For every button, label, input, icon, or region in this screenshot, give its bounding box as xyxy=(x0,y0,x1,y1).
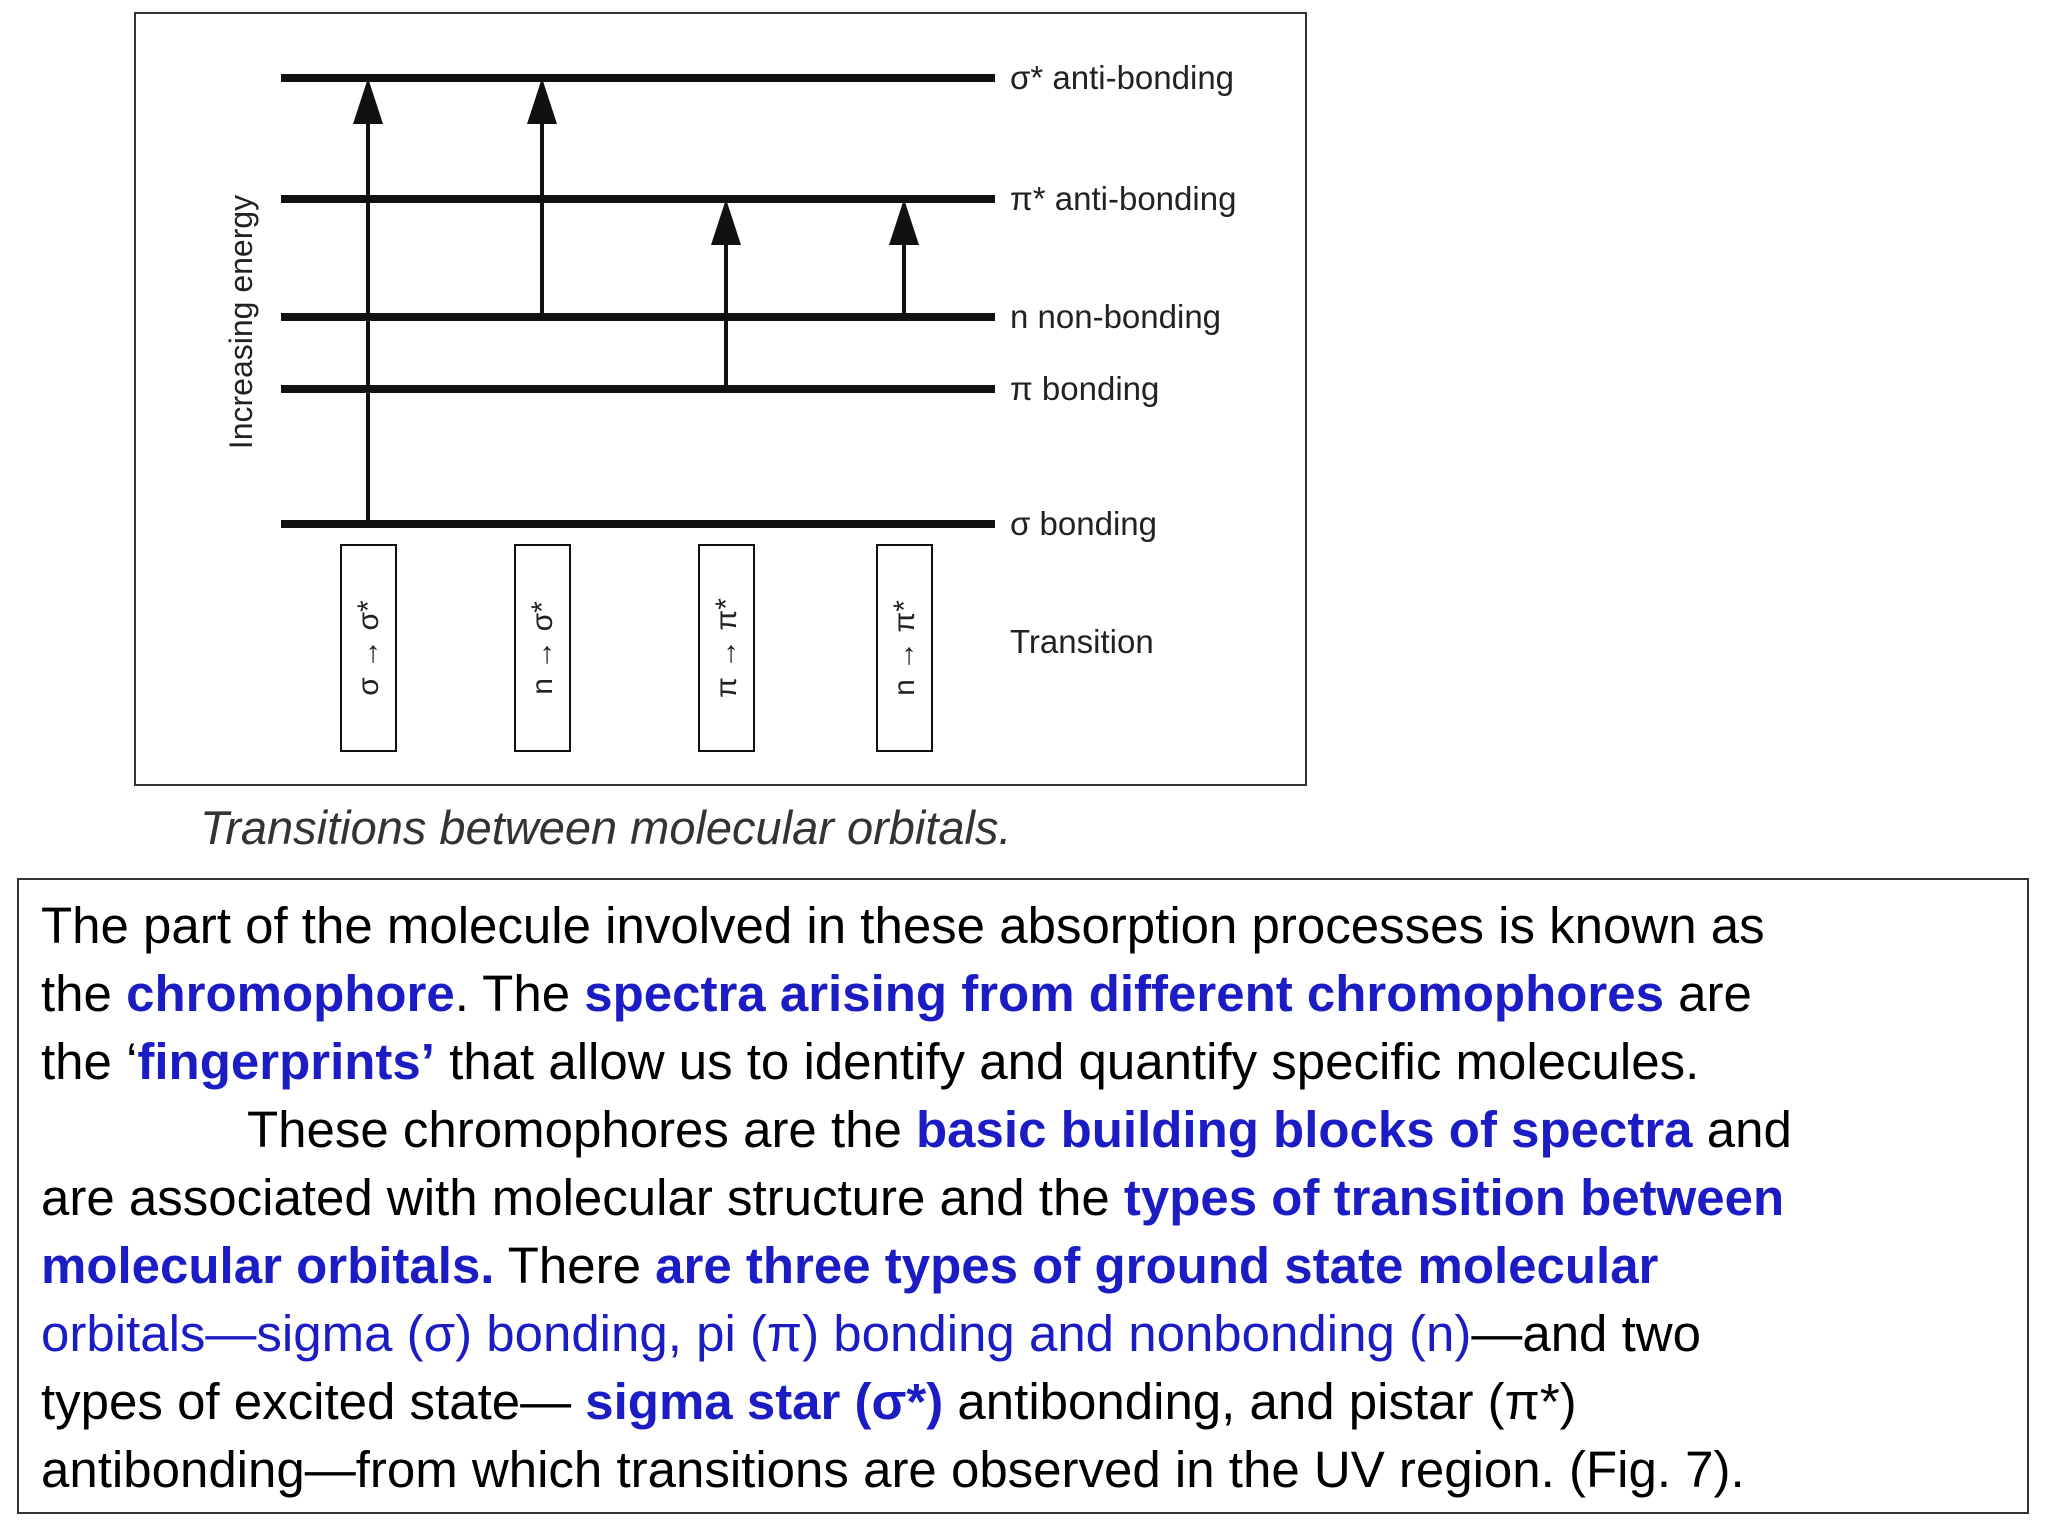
level-label: σ* anti-bonding xyxy=(1010,59,1234,96)
arrow-head xyxy=(527,78,557,124)
text-segment: and xyxy=(1692,1101,1792,1158)
text-line: the chromophore. The spectra arising fro… xyxy=(41,960,1792,1028)
text-line: the ‘fingerprints’ that allow us to iden… xyxy=(41,1028,1792,1096)
arrow-head xyxy=(711,199,741,245)
level-label: n non-bonding xyxy=(1010,298,1221,335)
transition-text: n → σ* xyxy=(526,601,559,695)
transition-text: σ → σ* xyxy=(352,600,385,696)
transition-box xyxy=(340,544,397,752)
level-label: σ bonding xyxy=(1010,505,1157,542)
text-line: orbitals—sigma (σ) bonding, pi (π) bondi… xyxy=(41,1300,1792,1368)
text-segment: basic building blocks of spectra xyxy=(916,1101,1693,1158)
text-segment: sigma star (σ*) xyxy=(585,1373,944,1430)
text-segment: fingerprints’ xyxy=(137,1033,435,1090)
text-segment: types of transition between xyxy=(1123,1169,1785,1226)
text-line: The part of the molecule involved in the… xyxy=(41,892,1792,960)
text-segment: are associated with molecular structure … xyxy=(41,1169,1124,1226)
axis-label: Increasing energy xyxy=(223,195,259,449)
transition-box xyxy=(514,544,571,752)
text-segment: orbitals—sigma (σ) bonding, pi (π) bondi… xyxy=(41,1305,1472,1362)
transition-text: n → π* xyxy=(888,600,921,696)
paragraph: The part of the molecule involved in the… xyxy=(41,892,1792,1504)
transition-box xyxy=(698,544,755,752)
text-line: are associated with molecular structure … xyxy=(41,1164,1792,1232)
text-line: molecular orbitals. There are three type… xyxy=(41,1232,1792,1300)
text-segment: antibonding—from which transitions are o… xyxy=(41,1441,1745,1498)
text-segment: —and two xyxy=(1471,1305,1701,1362)
text-segment: chromophore xyxy=(126,965,455,1022)
level-label: π* anti-bonding xyxy=(1010,180,1236,217)
text-segment: the xyxy=(41,965,127,1022)
text-segment: The part of the molecule involved in the… xyxy=(41,897,1765,954)
transitions: σ → σ* n → σ* π → π* n → π* xyxy=(340,544,933,752)
levels: σ* anti-bonding π* anti-bonding n non-bond… xyxy=(281,59,1236,542)
text-line: These chromophores are the basic buildin… xyxy=(41,1096,1792,1164)
text-segment: that allow us to identify and quantify s… xyxy=(434,1033,1700,1090)
text-segment: types of excited state— xyxy=(41,1373,586,1430)
text-segment: are xyxy=(1663,965,1752,1022)
transition-label: Transition xyxy=(1010,623,1154,660)
text-line: types of excited state— sigma star (σ*) … xyxy=(41,1368,1792,1436)
text-segment: These chromophores are the xyxy=(247,1101,917,1158)
text-segment: are three types of ground state molecula… xyxy=(655,1237,1659,1294)
text-segment: . The xyxy=(454,965,585,1022)
arrows xyxy=(353,78,919,524)
caption: Transitions between molecular orbitals. xyxy=(200,801,1012,854)
text-box: The part of the molecule involved in the… xyxy=(17,878,2029,1514)
transition-text: π → π* xyxy=(710,598,743,698)
text-segment: molecular orbitals. xyxy=(41,1237,495,1294)
text-line: antibonding—from which transitions are o… xyxy=(41,1436,1792,1504)
text-segment: the ‘ xyxy=(41,1033,138,1090)
diagram: Increasing energy σ* anti-bonding π* anti… xyxy=(134,12,1307,786)
arrow-head xyxy=(353,78,383,124)
text-segment: There xyxy=(494,1237,656,1294)
text-segment: spectra arising from different chromopho… xyxy=(584,965,1664,1022)
arrow-head xyxy=(889,199,919,245)
level-label: π bonding xyxy=(1010,370,1159,407)
transition-box xyxy=(876,544,933,752)
text-segment: antibonding, and pistar (π*) xyxy=(943,1373,1577,1430)
